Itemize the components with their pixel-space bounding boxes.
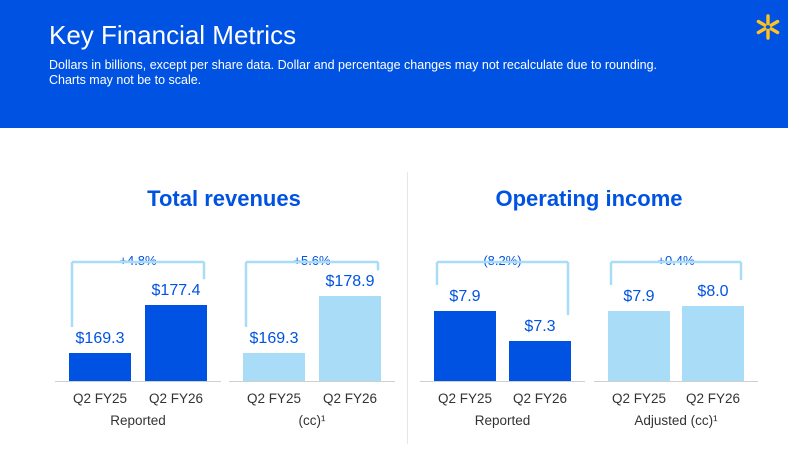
bar bbox=[69, 353, 131, 381]
bar-value-label: $7.3 bbox=[524, 318, 556, 335]
x-tick-label: Q2 FY25 bbox=[437, 391, 493, 406]
bar-value-label: $169.3 bbox=[75, 330, 125, 347]
x-tick-label: Q2 FY25 bbox=[611, 391, 667, 406]
x-tick-label: Q2 FY26 bbox=[322, 391, 378, 406]
chart-title: Total revenues bbox=[147, 186, 301, 211]
change-label: +0.4% bbox=[641, 253, 711, 268]
bar-value-label: $169.3 bbox=[249, 330, 299, 347]
x-axis-line bbox=[229, 381, 395, 382]
bar bbox=[243, 353, 305, 381]
bar bbox=[608, 311, 670, 381]
x-tick-label: Q2 FY25 bbox=[246, 391, 302, 406]
x-tick-label: Q2 FY25 bbox=[72, 391, 128, 406]
bar bbox=[145, 305, 207, 381]
spark-icon bbox=[756, 14, 780, 40]
x-tick-label: Q2 FY26 bbox=[685, 391, 741, 406]
x-axis-line bbox=[55, 381, 221, 382]
bar bbox=[319, 296, 381, 381]
group-label: (cc)¹ bbox=[298, 413, 326, 428]
header-banner: Key Financial Metrics Dollars in billion… bbox=[0, 0, 788, 128]
bar-value-label: $7.9 bbox=[623, 288, 655, 305]
x-tick-label: Q2 FY26 bbox=[512, 391, 568, 406]
change-label: (8.2%) bbox=[467, 253, 538, 268]
bar bbox=[434, 311, 496, 381]
change-label: +4.8% bbox=[103, 253, 173, 268]
group-label: Reported bbox=[110, 413, 166, 428]
chart-divider bbox=[407, 172, 408, 444]
x-axis-line bbox=[420, 381, 585, 382]
group-label: Adjusted (cc)¹ bbox=[634, 413, 718, 428]
page-title: Key Financial Metrics bbox=[49, 20, 297, 50]
x-axis-line bbox=[594, 381, 758, 382]
bar-value-label: $178.9 bbox=[325, 273, 375, 291]
bar-value-label: $7.9 bbox=[449, 288, 481, 305]
chart-title: Operating income bbox=[495, 186, 683, 211]
page-subtitle: Dollars in billions, except per share da… bbox=[49, 58, 658, 87]
group-label: Reported bbox=[474, 413, 531, 428]
bar-value-label: $177.4 bbox=[151, 282, 201, 300]
x-tick-label: Q2 FY26 bbox=[148, 391, 204, 406]
bar-value-label: $8.0 bbox=[697, 283, 729, 300]
change-label: +5.6% bbox=[277, 253, 347, 268]
bar bbox=[682, 306, 744, 381]
bar bbox=[509, 341, 571, 381]
